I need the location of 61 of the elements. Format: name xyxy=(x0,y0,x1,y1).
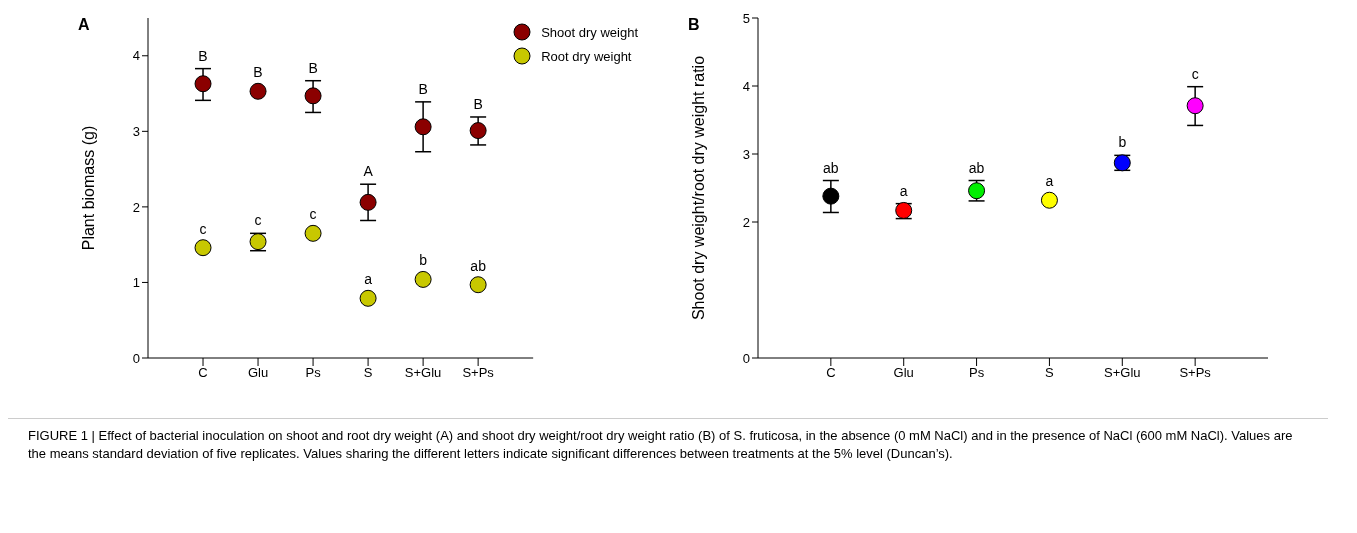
annotation: B xyxy=(198,47,208,64)
y-tick-label: 1 xyxy=(132,275,140,291)
y-tick-label: 3 xyxy=(742,146,750,162)
point xyxy=(414,270,432,288)
y-tick-label: 2 xyxy=(742,214,750,230)
annotation: A xyxy=(363,163,374,180)
annotation: b xyxy=(419,252,428,269)
legend-label: Root dry weight xyxy=(541,48,632,64)
point xyxy=(194,75,212,93)
annotation: c xyxy=(199,220,207,237)
annotation: ab xyxy=(470,257,487,274)
x-tick-label: Ps xyxy=(305,365,322,381)
x-tick-label: Ps xyxy=(968,365,985,381)
point xyxy=(304,224,322,242)
y-tick-label: 4 xyxy=(132,48,140,64)
annotation: ab xyxy=(823,159,839,176)
x-tick-label: S+Ps xyxy=(462,365,495,381)
point xyxy=(469,122,487,140)
point xyxy=(469,276,487,294)
annotation: B xyxy=(473,95,483,112)
y-tick-label: 4 xyxy=(742,78,750,94)
y-axis-title: Shoot dry weight/root dry weight ratio xyxy=(689,55,707,321)
point xyxy=(304,87,322,105)
y-tick-label: 0 xyxy=(132,350,140,366)
point xyxy=(1186,97,1204,115)
annotation: B xyxy=(253,64,263,81)
y-tick-label: 2 xyxy=(132,199,140,215)
chart-title: A xyxy=(78,16,90,34)
x-tick-label: Glu xyxy=(247,365,269,381)
x-tick-label: S+Glu xyxy=(1104,365,1141,381)
annotation: B xyxy=(308,59,318,76)
annotation: a xyxy=(364,271,373,288)
point xyxy=(414,118,432,136)
annotation: c xyxy=(309,206,317,223)
x-tick-label: S xyxy=(1045,365,1055,381)
x-tick-label: S xyxy=(363,365,373,381)
y-tick-label: 0 xyxy=(742,350,750,366)
annotation: c xyxy=(1191,65,1199,82)
x-tick-label: C xyxy=(198,365,208,381)
point xyxy=(359,193,377,211)
point xyxy=(1040,191,1058,209)
y-axis-title: Plant biomass (g) xyxy=(79,125,97,251)
annotation: c xyxy=(254,212,262,229)
legend-label: Shoot dry weight xyxy=(541,24,638,40)
point xyxy=(194,239,212,257)
x-tick-label: Glu xyxy=(893,365,914,381)
x-tick-label: C xyxy=(826,365,836,381)
y-tick-label: 5 xyxy=(742,10,750,26)
y-tick-label: 3 xyxy=(132,123,140,139)
annotation: a xyxy=(1045,173,1054,190)
point xyxy=(359,289,377,307)
caption: FIGURE 1 | Effect of bacterial inoculation on shoot and root dry weight (A) and shoot dry weight/root dry weight ratio (B) of S. fruticosa, in the absence (0 mM NaCl) and in the presence of NaCl (600 mM NaCl). Values are the means standard deviation of five replicates. Values sharing the different letters indicate significant differences between treatments at the 5% level (Duncan’s). xyxy=(8,418,1328,471)
annotation: a xyxy=(899,182,908,199)
x-tick-label: S+Ps xyxy=(1179,365,1212,381)
chart-title: B xyxy=(688,16,700,34)
annotation: B xyxy=(418,80,428,97)
annotation: b xyxy=(1118,134,1127,151)
annotation: ab xyxy=(968,159,985,176)
point xyxy=(249,82,267,100)
x-tick-label: S+Glu xyxy=(404,365,442,381)
point xyxy=(822,187,840,205)
